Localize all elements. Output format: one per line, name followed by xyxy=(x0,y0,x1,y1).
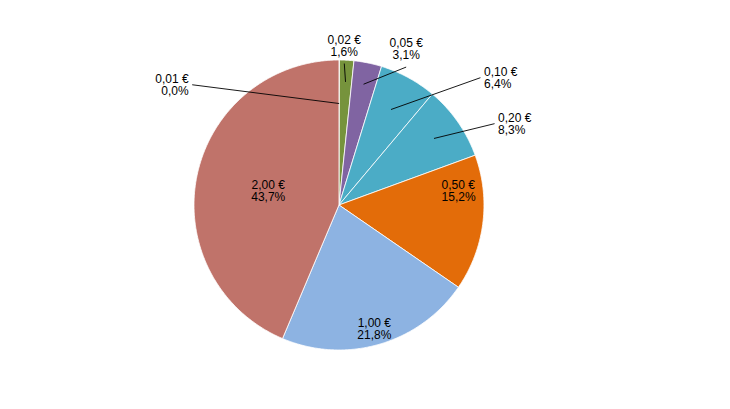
svg-text:0,02 €1,6%: 0,02 €1,6% xyxy=(328,33,362,59)
svg-text:1,00 €21,8%: 1,00 €21,8% xyxy=(357,316,391,342)
svg-text:0,05 €3,1%: 0,05 €3,1% xyxy=(389,36,423,62)
svg-text:0,10 €6,4%: 0,10 €6,4% xyxy=(484,65,518,91)
svg-text:0,50 €15,2%: 0,50 €15,2% xyxy=(442,178,476,204)
svg-text:0,01 €0,0%: 0,01 €0,0% xyxy=(155,72,189,98)
svg-text:2,00 €43,7%: 2,00 €43,7% xyxy=(251,178,285,204)
svg-text:0,20 €8,3%: 0,20 €8,3% xyxy=(498,111,532,137)
